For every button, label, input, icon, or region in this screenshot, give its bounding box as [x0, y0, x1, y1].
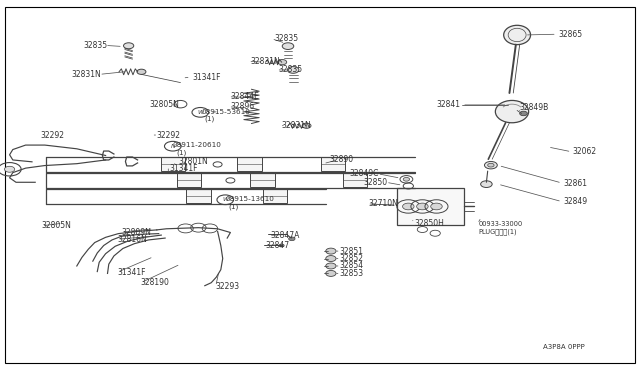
Text: (1): (1) [205, 116, 215, 122]
Text: 08911-20610: 08911-20610 [173, 142, 221, 148]
Circle shape [124, 43, 134, 49]
Text: (1): (1) [228, 203, 239, 210]
Text: 32850H: 32850H [415, 219, 445, 228]
Circle shape [287, 67, 299, 73]
Text: 32865: 32865 [558, 30, 582, 39]
Bar [397, 188, 464, 225]
Text: 32292: 32292 [40, 131, 64, 140]
Circle shape [289, 237, 295, 241]
Circle shape [326, 248, 336, 254]
Text: 32854: 32854 [339, 262, 364, 270]
Circle shape [278, 60, 287, 65]
Circle shape [417, 203, 428, 210]
Circle shape [431, 203, 442, 210]
Circle shape [484, 161, 497, 169]
Text: 32849C: 32849C [349, 169, 379, 178]
Text: PLUGプラグ(1): PLUGプラグ(1) [479, 228, 517, 235]
Text: 32809N: 32809N [122, 228, 152, 237]
Bar [263, 189, 287, 203]
Circle shape [279, 244, 284, 247]
Text: (1): (1) [176, 150, 186, 156]
Text: 32847: 32847 [266, 241, 290, 250]
Circle shape [403, 177, 410, 181]
Text: 32847A: 32847A [270, 231, 300, 240]
Text: 32844E: 32844E [230, 92, 259, 101]
Circle shape [213, 162, 222, 167]
Text: W: W [197, 110, 204, 115]
Bar [161, 157, 185, 171]
Circle shape [137, 69, 146, 74]
Text: W: W [222, 197, 228, 202]
Text: 08915-13610: 08915-13610 [225, 196, 274, 202]
Text: 32831N: 32831N [72, 70, 101, 79]
Text: 32850: 32850 [363, 178, 387, 187]
Bar [177, 173, 201, 187]
Text: 32861: 32861 [563, 179, 588, 187]
Circle shape [302, 123, 311, 128]
Text: 00933-33000: 00933-33000 [479, 221, 523, 227]
Text: 32835: 32835 [278, 65, 303, 74]
Circle shape [488, 163, 494, 167]
Text: 32062: 32062 [573, 147, 597, 156]
Text: 32852: 32852 [339, 254, 364, 263]
Text: 32816N: 32816N [117, 235, 147, 244]
Text: 32896: 32896 [230, 102, 255, 111]
Circle shape [326, 256, 336, 262]
Bar [237, 157, 262, 171]
Text: 31341F: 31341F [117, 268, 146, 277]
Text: 32890: 32890 [330, 155, 354, 164]
Bar [343, 173, 367, 187]
Text: 328190: 328190 [141, 278, 170, 287]
Text: 08915-53610: 08915-53610 [202, 109, 250, 115]
Text: 32801N: 32801N [178, 157, 207, 166]
Circle shape [481, 181, 492, 187]
Text: 32841: 32841 [436, 100, 461, 109]
Circle shape [326, 263, 336, 269]
Text: 32849B: 32849B [520, 103, 549, 112]
Text: 32805N: 32805N [149, 100, 179, 109]
Text: 32849: 32849 [563, 197, 588, 206]
Text: N: N [170, 144, 175, 149]
Text: 31341F: 31341F [192, 73, 221, 81]
Text: 32292: 32292 [157, 131, 181, 140]
Circle shape [226, 178, 235, 183]
Text: 32853: 32853 [339, 269, 364, 278]
Text: A3P8A 0PPP: A3P8A 0PPP [543, 344, 584, 350]
Circle shape [326, 270, 336, 276]
Text: 32293: 32293 [216, 282, 240, 291]
Bar [250, 173, 275, 187]
Text: 32835: 32835 [83, 41, 108, 50]
Text: 31341F: 31341F [169, 164, 198, 173]
Bar [321, 157, 345, 171]
Ellipse shape [504, 25, 531, 45]
Circle shape [282, 43, 294, 49]
Circle shape [4, 166, 15, 172]
Text: 32835: 32835 [274, 34, 298, 43]
Circle shape [520, 111, 527, 116]
Circle shape [403, 203, 414, 210]
Text: 32851: 32851 [339, 247, 364, 256]
Text: 32805N: 32805N [42, 221, 72, 230]
Text: 32831N: 32831N [251, 57, 280, 66]
Ellipse shape [495, 100, 529, 123]
Bar [186, 189, 211, 203]
Text: 32710N: 32710N [369, 199, 399, 208]
Text: 32831N: 32831N [282, 121, 311, 130]
